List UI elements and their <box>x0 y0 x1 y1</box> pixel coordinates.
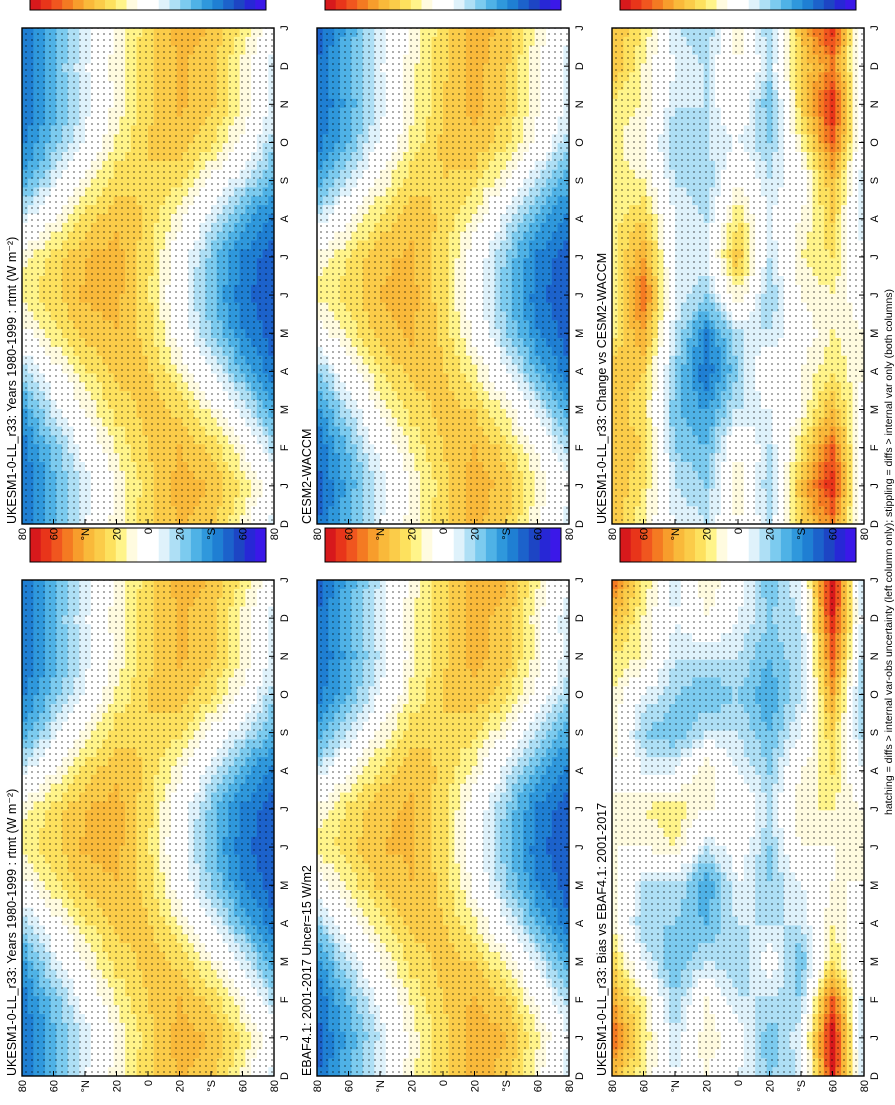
colorbar-swatch <box>223 528 235 562</box>
month-tick-label: F <box>279 996 291 1003</box>
month-tick-label: J <box>279 1035 291 1041</box>
colorbar-swatch <box>62 528 74 562</box>
lat-tick-label: 20 <box>112 1080 124 1092</box>
month-tick-label: A <box>279 766 291 774</box>
panel-title: UKESM1-0-LL_r33: Years 1980-1999 : rtmt … <box>5 789 19 1076</box>
colorbar-swatch <box>255 528 267 562</box>
colorbar-swatch <box>126 528 138 562</box>
month-tick-label: A <box>279 919 291 927</box>
lat-tick-label: 80 <box>17 1080 29 1092</box>
lat-tick-label: °S <box>206 1080 218 1092</box>
month-tick-label: M <box>279 881 291 890</box>
month-tick-label: J <box>279 577 291 583</box>
lat-tick-label: °N <box>80 1080 92 1092</box>
lat-tick-label: 0 <box>143 1080 155 1086</box>
month-tick-label: J <box>279 844 291 850</box>
chart-panel-p1: D J F M A M J J A S O N D J 80 60 °N 20 0 20 °S 60 80 UKESM1-0-… <box>5 502 291 1092</box>
colorbar-swatch <box>158 528 170 562</box>
month-tick-label: N <box>279 652 291 660</box>
month-tick-label: J <box>279 806 291 812</box>
stippling-overlay <box>22 580 274 1076</box>
month-tick-label: M <box>279 957 291 966</box>
month-tick-label: D <box>279 614 291 622</box>
lat-tick-label: 20 <box>175 1080 187 1092</box>
lat-tick-label: 60 <box>49 1080 61 1092</box>
lat-tick-label: 80 <box>269 1080 281 1092</box>
colorbar-swatch <box>94 528 106 562</box>
month-tick-label: S <box>279 729 291 736</box>
lat-tick-label: 60 <box>238 1080 250 1092</box>
colorbar-swatch <box>30 528 42 562</box>
month-tick-label: O <box>279 690 291 699</box>
panel-grid: D J F M A M J J A S O N D J 80 60 °N 20 0 20 °S 60 80 UKESM1-0-… <box>5 0 881 1092</box>
colorbar-swatch <box>190 528 202 562</box>
month-tick-label: D <box>279 1072 291 1080</box>
